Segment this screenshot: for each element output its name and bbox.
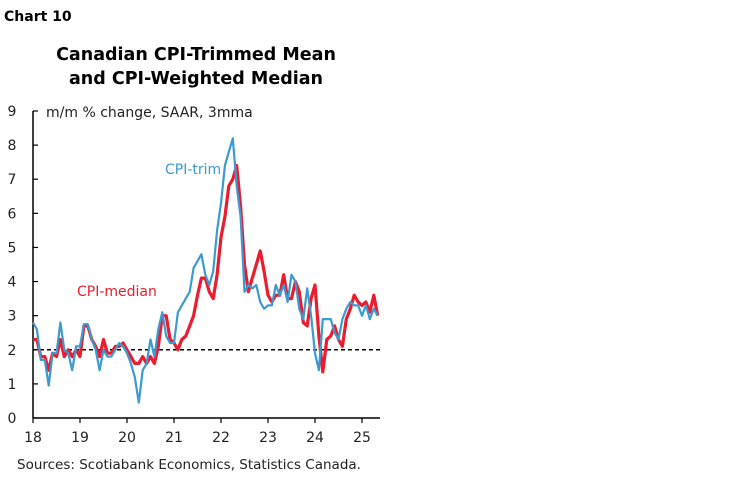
x-tick-label: 22 xyxy=(212,430,230,446)
chart-number: Chart 10 xyxy=(4,9,72,25)
y-tick-label: 2 xyxy=(8,343,17,359)
series-lines xyxy=(32,137,380,404)
legend-label-cpi-median: CPI-median xyxy=(77,284,157,300)
source-note: Sources: Scotiabank Economics, Statistic… xyxy=(17,457,361,473)
chart-title: Canadian CPI-Trimmed Mean xyxy=(56,45,336,65)
x-tick-label: 24 xyxy=(306,430,324,446)
legend-label-cpi-trim: CPI-trim xyxy=(165,162,221,178)
y-tick-label: 0 xyxy=(8,411,17,427)
y-axis-label: m/m % change, SAAR, 3mma xyxy=(46,105,253,121)
x-tick-label: 20 xyxy=(118,430,136,446)
y-tick-label: 6 xyxy=(8,206,17,222)
y-tick-label: 1 xyxy=(8,377,17,393)
y-tick-label: 8 xyxy=(8,138,17,154)
chart-subtitle: and CPI-Weighted Median xyxy=(69,69,323,89)
y-tick-label: 9 xyxy=(8,104,17,120)
x-tick-label: 18 xyxy=(24,430,42,446)
y-tick-label: 7 xyxy=(8,172,17,188)
x-tick-label: 19 xyxy=(71,430,89,446)
y-tick-label: 3 xyxy=(8,309,17,325)
series-line-cpi-trim xyxy=(32,137,379,404)
x-tick-label: 21 xyxy=(165,430,183,446)
x-tick-label: 25 xyxy=(353,430,371,446)
series-line-cpi-median xyxy=(33,164,380,374)
y-tick-label: 5 xyxy=(8,240,17,256)
x-tick-label: 23 xyxy=(259,430,277,446)
y-tick-label: 4 xyxy=(8,275,17,291)
